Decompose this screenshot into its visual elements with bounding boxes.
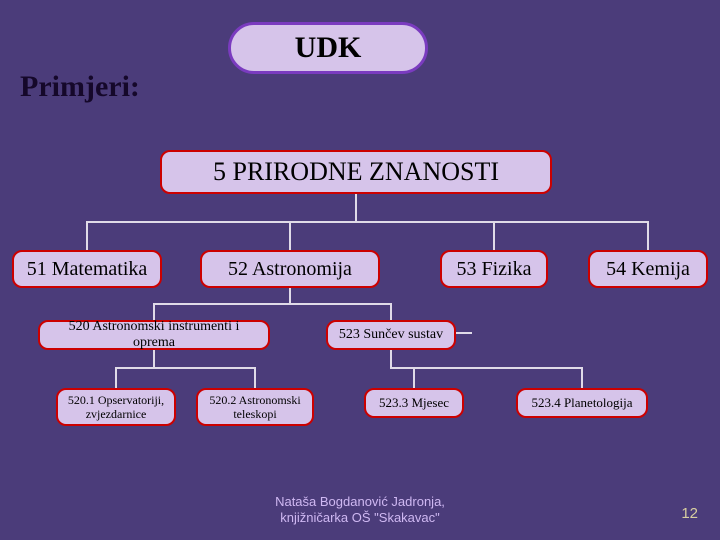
subtitle: Primjeri:	[20, 70, 140, 104]
tree-node-52: 52 Astronomija	[200, 250, 380, 288]
tree-node-523: 523 Sunčev sustav	[326, 320, 456, 350]
tree-node-5202: 520.2 Astronomski teleskopi	[196, 388, 314, 426]
tree-node-5233: 523.3 Mjesec	[364, 388, 464, 418]
tree-root: 5 PRIRODNE ZNANOSTI	[160, 150, 552, 194]
tree-node-5234: 523.4 Planetologija	[516, 388, 648, 418]
tree-node-53: 53 Fizika	[440, 250, 548, 288]
tree-node-5201: 520.1 Opservatoriji, zvjezdarnice	[56, 388, 176, 426]
tree-node-51: 51 Matematika	[12, 250, 162, 288]
footer: Nataša Bogdanović Jadronja, knjižničarka…	[0, 494, 720, 527]
header-badge: UDK	[228, 22, 428, 74]
tree-node-520: 520 Astronomski instrumenti i oprema	[38, 320, 270, 350]
footer-line-2: knjižničarka OŠ "Skakavac"	[280, 510, 440, 525]
footer-line-1: Nataša Bogdanović Jadronja,	[275, 494, 445, 509]
page-number: 12	[681, 505, 698, 522]
tree-node-54: 54 Kemija	[588, 250, 708, 288]
